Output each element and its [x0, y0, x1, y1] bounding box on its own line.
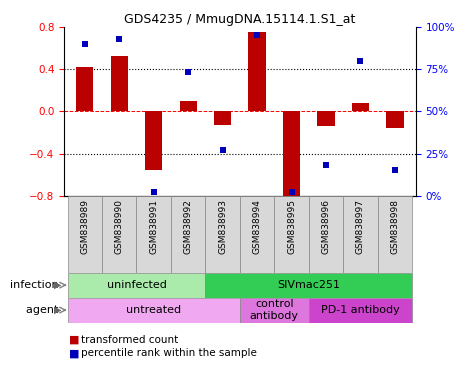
Bar — [283, 111, 300, 199]
Bar — [67, 196, 102, 273]
Text: ▶: ▶ — [54, 305, 62, 315]
Bar — [67, 273, 205, 298]
Text: uninfected: uninfected — [106, 280, 166, 290]
Bar — [180, 101, 197, 111]
Point — [150, 189, 158, 195]
Bar — [248, 32, 266, 111]
Bar — [76, 67, 94, 111]
Text: control
antibody: control antibody — [250, 299, 299, 321]
Text: ▶: ▶ — [54, 280, 62, 290]
Bar — [145, 111, 162, 170]
Point — [357, 58, 364, 64]
Text: untreated: untreated — [126, 305, 181, 315]
Bar — [317, 111, 335, 126]
Bar — [102, 196, 136, 273]
Bar — [205, 196, 240, 273]
Text: GSM838989: GSM838989 — [80, 199, 89, 254]
Text: GSM838993: GSM838993 — [218, 199, 227, 254]
Bar — [111, 56, 128, 111]
Point — [115, 36, 123, 42]
Point — [219, 147, 227, 153]
Bar — [136, 196, 171, 273]
Bar — [205, 273, 412, 298]
Text: infection: infection — [10, 280, 62, 290]
Text: GSM838997: GSM838997 — [356, 199, 365, 254]
Bar — [240, 298, 309, 323]
Point — [391, 167, 399, 174]
Bar — [386, 111, 404, 128]
Text: GSM838996: GSM838996 — [322, 199, 331, 254]
Bar — [309, 298, 412, 323]
Text: GSM838995: GSM838995 — [287, 199, 296, 254]
Bar — [240, 196, 275, 273]
Bar — [67, 298, 240, 323]
Bar — [378, 196, 412, 273]
Point — [288, 189, 295, 195]
Text: GSM838991: GSM838991 — [149, 199, 158, 254]
Text: transformed count: transformed count — [81, 335, 178, 345]
Text: SIVmac251: SIVmac251 — [277, 280, 340, 290]
Text: GSM838992: GSM838992 — [184, 199, 193, 254]
Text: GSM838994: GSM838994 — [253, 199, 262, 254]
Bar — [343, 196, 378, 273]
Text: GSM838998: GSM838998 — [390, 199, 399, 254]
Bar — [171, 196, 205, 273]
Point — [253, 32, 261, 38]
Bar — [214, 111, 231, 125]
Text: ■: ■ — [69, 348, 83, 358]
Text: ■: ■ — [69, 335, 83, 345]
Text: GSM838990: GSM838990 — [115, 199, 124, 254]
Bar — [275, 196, 309, 273]
Point — [184, 70, 192, 76]
Point — [81, 41, 89, 47]
Text: agent: agent — [26, 305, 62, 315]
Bar — [352, 103, 369, 111]
Point — [322, 162, 330, 169]
Text: PD-1 antibody: PD-1 antibody — [321, 305, 400, 315]
Bar — [309, 196, 343, 273]
Title: GDS4235 / MmugDNA.15114.1.S1_at: GDS4235 / MmugDNA.15114.1.S1_at — [124, 13, 356, 26]
Text: percentile rank within the sample: percentile rank within the sample — [81, 348, 256, 358]
